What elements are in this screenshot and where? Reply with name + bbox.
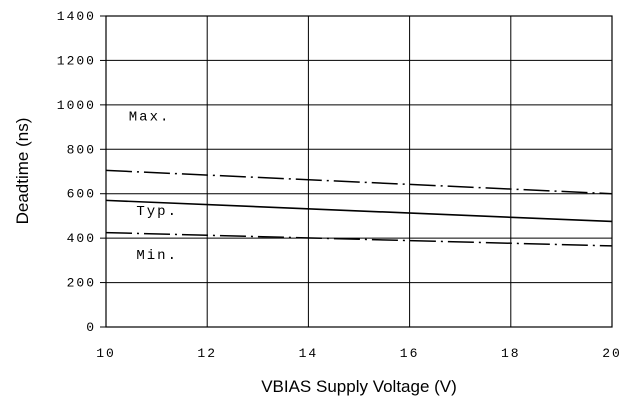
x-tick-label-12: 12 xyxy=(197,346,217,361)
x-tick-labels: 10 12 14 16 18 20 xyxy=(96,346,622,361)
y-tick-label-1400: 1400 xyxy=(57,9,96,24)
grid-lines xyxy=(105,15,613,328)
x-tick-label-14: 14 xyxy=(299,346,319,361)
x-axis-title: VBIAS Supply Voltage (V) xyxy=(261,377,457,396)
y-tick-label-200: 200 xyxy=(67,276,96,291)
x-tick-label-18: 18 xyxy=(501,346,521,361)
series-line-typ xyxy=(105,199,613,223)
y-tick-label-600: 600 xyxy=(67,187,96,202)
annotation-max: Max. xyxy=(129,109,171,125)
y-tick-label-1000: 1000 xyxy=(57,98,96,113)
y-tick-labels: 0 200 400 600 800 1000 1200 1400 xyxy=(57,9,106,335)
series-annotations: Max. Typ. Min. xyxy=(129,109,178,264)
y-tick-label-800: 800 xyxy=(67,142,96,157)
series-line-min xyxy=(105,231,613,247)
annotation-typ: Typ. xyxy=(136,204,178,220)
y-tick-label-400: 400 xyxy=(67,231,96,246)
series-line-max xyxy=(105,169,613,195)
y-tick-label-1200: 1200 xyxy=(57,53,96,68)
plot-frame xyxy=(105,15,613,328)
x-tick-label-20: 20 xyxy=(602,346,622,361)
x-tick-label-10: 10 xyxy=(96,346,116,361)
series-lines xyxy=(105,169,613,247)
y-axis-title: Deadtime (ns) xyxy=(13,118,32,225)
annotation-min: Min. xyxy=(136,248,178,264)
y-tick-label-0: 0 xyxy=(86,320,96,335)
x-tick-label-16: 16 xyxy=(400,346,420,361)
